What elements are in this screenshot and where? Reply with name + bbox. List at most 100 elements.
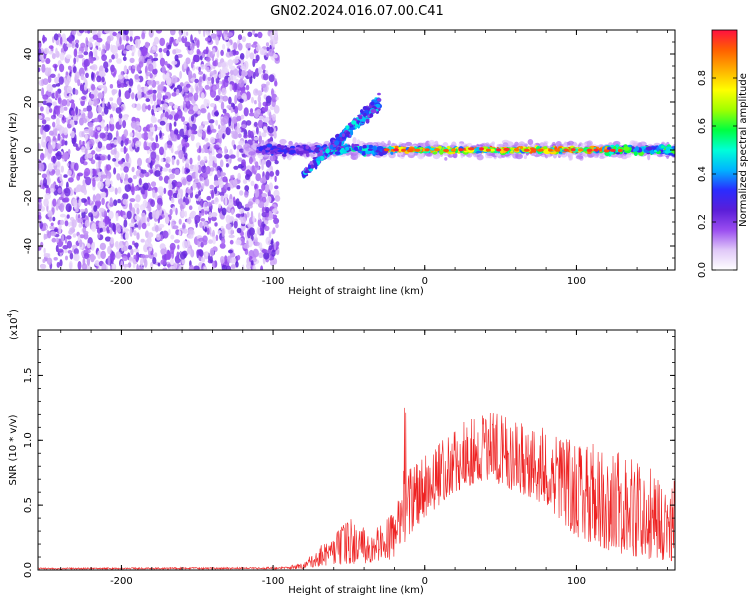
heatmap-cell [224,145,228,155]
heatmap-cell [149,169,153,174]
heatmap-cell [226,32,233,37]
heatmap-cell [147,131,153,140]
heatmap-cell [81,96,87,100]
heatmap-cell [133,230,137,236]
heatmap-cell [145,105,149,110]
heatmap-cell [91,71,94,81]
heatmap-cell [360,109,364,114]
heatmap-cell [185,159,190,164]
heatmap-cell [101,263,107,270]
heatmap-cell [149,160,153,170]
heatmap-cell [157,186,164,194]
heatmap-cell [247,201,253,207]
heatmap-cell [54,76,60,84]
heatmap-cell [112,158,117,162]
heatmap-cell [168,168,172,173]
heatmap-cell [367,148,373,151]
heatmap-cell [84,148,88,156]
heatmap-cell [132,263,136,268]
heatmap-cell [245,55,249,59]
heatmap-cell [99,227,103,233]
heatmap-cell [73,119,78,125]
heatmap-cell [114,187,118,195]
heatmap-cell [128,78,134,87]
heatmap-cell [152,89,157,94]
heatmap-cell [255,173,261,182]
heatmap-cell [96,161,99,169]
heatmap-cell [41,173,48,179]
heatmap-cell [261,49,268,56]
heatmap-cell [269,171,275,177]
heatmap-cell [216,153,223,159]
heatmap-cell [225,163,229,168]
heatmap-cell [113,199,118,206]
heatmap-cell [174,239,180,244]
heatmap-cell [253,121,258,127]
heatmap-cell [135,244,138,250]
heatmap-cell [144,41,150,49]
heatmap-cell [208,153,213,161]
heatmap-cell [205,165,211,175]
heatmap-cell [57,248,64,253]
heatmap-cell [74,71,80,80]
heatmap-cell [61,233,64,243]
heatmap-cell [231,208,234,216]
heatmap-cell [281,153,287,157]
heatmap-cell [42,258,46,263]
heatmap-cell [90,159,96,165]
heatmap-cell [134,203,140,209]
heatmap-cell [181,166,185,175]
heatmap-cell [136,207,140,215]
heatmap-cell [198,30,201,35]
heatmap-cell [205,37,211,42]
heatmap-cell [230,69,234,76]
heatmap-cell [458,143,465,147]
heatmap-cell [115,107,122,114]
heatmap-cell [185,57,191,65]
heatmap-cell [264,184,270,193]
heatmap-cell [518,141,526,147]
heatmap-cell [103,105,109,115]
heatmap-cell [219,159,224,168]
heatmap-cell [43,47,50,55]
heatmap-cell [92,34,99,41]
heatmap-cell [214,222,218,227]
heatmap-cell [274,185,279,190]
heatmap-cell [242,179,248,185]
heatmap-cell [82,140,85,146]
heatmap-cell [43,124,50,132]
heatmap-cell [178,230,182,237]
heatmap-cell [523,155,528,160]
heatmap-cell [217,129,224,136]
heatmap-cell [156,107,162,112]
heatmap-cell [193,55,199,62]
heatmap-cell [167,144,172,149]
heatmap-cell [128,140,132,144]
heatmap-cell [211,216,217,222]
heatmap-cell [268,119,275,126]
heatmap-cell [175,49,182,54]
heatmap-cell [199,76,203,83]
heatmap-cell [106,143,112,151]
heatmap-cell [89,168,94,178]
heatmap-cell [261,192,268,199]
heatmap-cell [215,36,219,46]
heatmap-cell [175,207,178,216]
heatmap-cell [87,196,90,201]
heatmap-cell [289,149,296,154]
heatmap-cell [66,214,70,219]
heatmap-cell [253,136,259,141]
heatmap-cell [261,196,267,203]
heatmap-cell [174,54,179,62]
heatmap-cell [263,252,270,260]
heatmap-cell [123,166,129,173]
heatmap-cell [141,214,146,224]
heatmap-cell [193,92,199,102]
heatmap-cell [208,159,213,167]
heatmap-cell [128,222,135,228]
heatmap-cell [202,239,208,246]
heatmap-cell [271,238,274,248]
heatmap-cell [48,216,52,222]
heatmap-cell [142,126,148,132]
heatmap-cell [224,36,229,41]
